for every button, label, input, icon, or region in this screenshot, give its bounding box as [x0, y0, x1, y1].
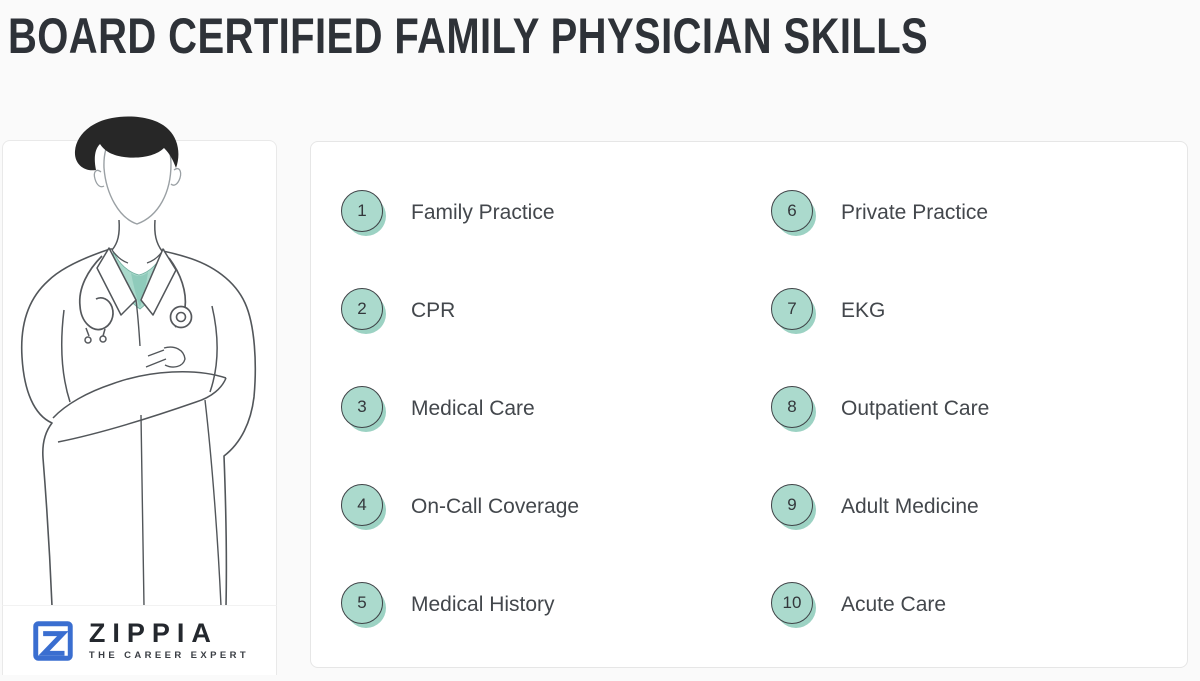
skill-label: Acute Care	[841, 593, 947, 616]
badge-number: 7	[771, 288, 813, 330]
skill-number-badge: 3	[341, 386, 387, 432]
zippia-logo-textblock: ZIPPIA THE CAREER EXPERT	[88, 618, 250, 662]
skills-column-left: 1 Family Practice 2 CPR 3 Medical Care 4…	[341, 190, 580, 681]
skill-number-badge: 2	[341, 288, 387, 334]
badge-number: 1	[341, 190, 383, 232]
skill-label: CPR	[411, 299, 456, 322]
badge-number: 9	[771, 484, 813, 526]
badge-number: 10	[771, 582, 813, 624]
badge-number: 2	[341, 288, 383, 330]
badge-number: 5	[341, 582, 383, 624]
skill-number-badge: 10	[771, 582, 817, 628]
zippia-z-icon	[33, 620, 73, 661]
zippia-logo-text: ZIPPIA	[88, 618, 218, 648]
skill-number-badge: 6	[771, 190, 817, 236]
badge-number: 8	[771, 386, 813, 428]
skill-number-badge: 8	[771, 386, 817, 432]
skill-label: Medical History	[411, 593, 555, 616]
skill-label: Family Practice	[411, 201, 555, 224]
skill-item: 2 CPR	[341, 288, 579, 334]
skill-label: Adult Medicine	[841, 495, 979, 518]
skill-label: EKG	[841, 299, 886, 322]
skills-card: 1 Family Practice 2 CPR 3 Medical Care 4…	[310, 141, 1188, 668]
skill-item: 4 On-Call Coverage	[341, 484, 580, 530]
skill-item: 9 Adult Medicine	[771, 484, 989, 530]
badge-number: 3	[341, 386, 383, 428]
skill-label: On-Call Coverage	[411, 495, 580, 518]
skill-number-badge: 4	[341, 484, 387, 530]
physician-illustration-panel	[2, 140, 277, 675]
page-title: BOARD CERTIFIED FAMILY PHYSICIAN SKILLS	[8, 8, 929, 64]
skill-number-badge: 1	[341, 190, 387, 236]
skill-item: 3 Medical Care	[341, 386, 579, 432]
zippia-logo: ZIPPIA THE CAREER EXPERT	[2, 605, 277, 675]
skill-label: Medical Care	[411, 397, 535, 420]
skill-item: 1 Family Practice	[341, 190, 579, 236]
skill-number-badge: 9	[771, 484, 817, 530]
badge-number: 4	[341, 484, 383, 526]
skill-item: 10 Acute Care	[771, 582, 989, 628]
skill-number-badge: 7	[771, 288, 817, 334]
skill-label: Private Practice	[841, 201, 989, 224]
zippia-tagline: THE CAREER EXPERT	[88, 650, 250, 661]
skill-number-badge: 5	[341, 582, 387, 628]
skill-label: Outpatient Care	[841, 397, 990, 420]
skill-item: 5 Medical History	[341, 582, 579, 628]
skill-item: 7 EKG	[771, 288, 989, 334]
skills-column-right: 6 Private Practice 7 EKG 8 Outpatient Ca…	[771, 190, 990, 681]
skill-item: 6 Private Practice	[771, 190, 989, 236]
skill-item: 8 Outpatient Care	[771, 386, 990, 432]
badge-number: 6	[771, 190, 813, 232]
